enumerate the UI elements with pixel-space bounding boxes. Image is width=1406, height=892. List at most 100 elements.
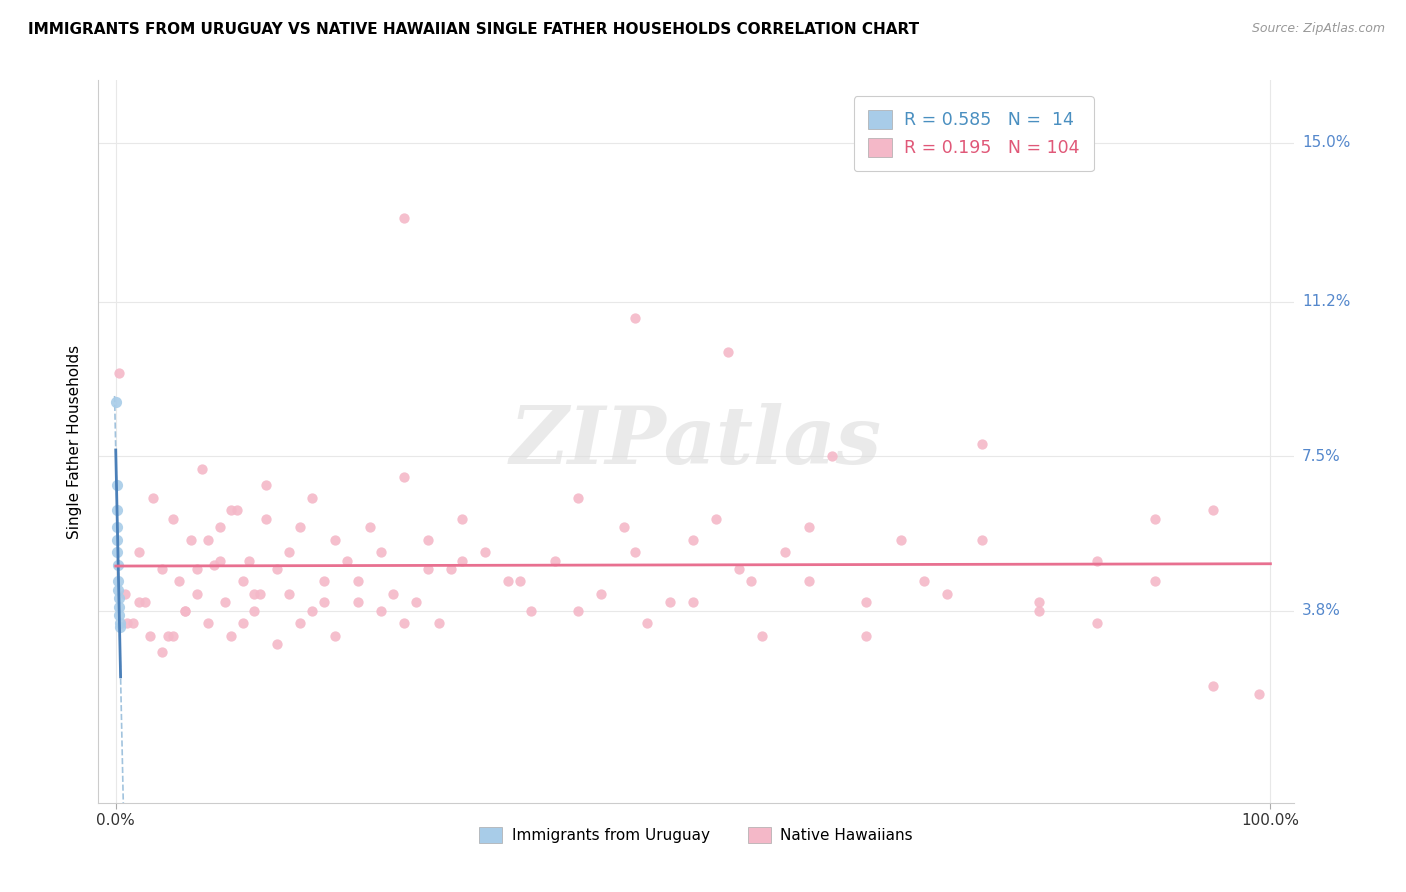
Text: IMMIGRANTS FROM URUGUAY VS NATIVE HAWAIIAN SINGLE FATHER HOUSEHOLDS CORRELATION : IMMIGRANTS FROM URUGUAY VS NATIVE HAWAII… xyxy=(28,22,920,37)
Point xyxy=(150,645,173,659)
Point xyxy=(208,520,231,534)
Point xyxy=(226,503,249,517)
Point xyxy=(936,587,959,601)
Text: ZIPatlas: ZIPatlas xyxy=(510,403,882,480)
Point xyxy=(728,562,751,576)
Point xyxy=(186,587,208,601)
Point xyxy=(114,587,136,601)
Point xyxy=(775,545,797,559)
Point xyxy=(266,637,288,651)
Point xyxy=(238,553,260,567)
Point xyxy=(520,604,543,618)
Point xyxy=(1085,553,1108,567)
Point xyxy=(451,553,474,567)
Text: 11.2%: 11.2% xyxy=(1302,294,1350,310)
Point xyxy=(543,553,565,567)
Point xyxy=(416,533,439,547)
Point xyxy=(1143,512,1166,526)
Point xyxy=(117,616,139,631)
Point xyxy=(180,533,202,547)
Point xyxy=(682,595,704,609)
Point xyxy=(751,629,773,643)
Point xyxy=(1143,574,1166,589)
Point xyxy=(347,574,370,589)
Point xyxy=(128,545,150,559)
Point xyxy=(105,395,128,409)
Point xyxy=(1028,604,1050,618)
Point xyxy=(855,629,877,643)
Point xyxy=(1028,595,1050,609)
Point xyxy=(301,604,323,618)
Point xyxy=(323,533,346,547)
Point xyxy=(970,533,993,547)
Point xyxy=(232,574,254,589)
Point xyxy=(290,520,312,534)
Point xyxy=(370,545,392,559)
Point xyxy=(682,533,704,547)
Point xyxy=(323,629,346,643)
Point xyxy=(105,503,128,517)
Point xyxy=(174,604,197,618)
Point xyxy=(202,558,225,572)
Point xyxy=(266,562,288,576)
Point xyxy=(912,574,935,589)
Point xyxy=(110,620,132,634)
Point xyxy=(134,595,156,609)
Point xyxy=(254,512,277,526)
Point xyxy=(890,533,912,547)
Point xyxy=(254,478,277,492)
Point xyxy=(156,629,179,643)
Point xyxy=(624,311,647,326)
Point xyxy=(142,491,165,505)
Point xyxy=(208,553,231,567)
Point xyxy=(312,574,335,589)
Point xyxy=(278,545,301,559)
Point xyxy=(312,595,335,609)
Point xyxy=(174,604,197,618)
Point xyxy=(1202,679,1225,693)
Point xyxy=(290,616,312,631)
Point xyxy=(613,520,636,534)
Point xyxy=(105,478,128,492)
Point xyxy=(219,629,242,643)
Point xyxy=(394,616,416,631)
Point xyxy=(107,582,129,597)
Point xyxy=(855,595,877,609)
Point xyxy=(740,574,762,589)
Point xyxy=(197,616,219,631)
Point xyxy=(167,574,190,589)
Point xyxy=(105,520,128,534)
Point xyxy=(567,604,589,618)
Point xyxy=(162,512,184,526)
Point xyxy=(1085,616,1108,631)
Point xyxy=(370,604,392,618)
Point xyxy=(636,616,658,631)
Point xyxy=(214,595,236,609)
Point xyxy=(139,629,162,643)
Point xyxy=(108,599,131,614)
Point xyxy=(451,512,474,526)
Point xyxy=(162,629,184,643)
Point xyxy=(186,562,208,576)
Legend: Immigrants from Uruguay, Native Hawaiians: Immigrants from Uruguay, Native Hawaiian… xyxy=(474,822,918,849)
Point xyxy=(1202,503,1225,517)
Point xyxy=(589,587,612,601)
Point xyxy=(301,491,323,505)
Point xyxy=(659,595,682,609)
Point xyxy=(509,574,531,589)
Point xyxy=(249,587,271,601)
Point xyxy=(191,461,214,475)
Point xyxy=(128,595,150,609)
Point xyxy=(243,604,266,618)
Point xyxy=(232,616,254,631)
Point xyxy=(567,491,589,505)
Point xyxy=(108,616,131,631)
Point xyxy=(107,591,129,606)
Point xyxy=(1247,687,1270,701)
Point xyxy=(498,574,520,589)
Point xyxy=(278,587,301,601)
Point xyxy=(797,574,820,589)
Point xyxy=(359,520,381,534)
Point xyxy=(336,553,359,567)
Point xyxy=(107,574,129,589)
